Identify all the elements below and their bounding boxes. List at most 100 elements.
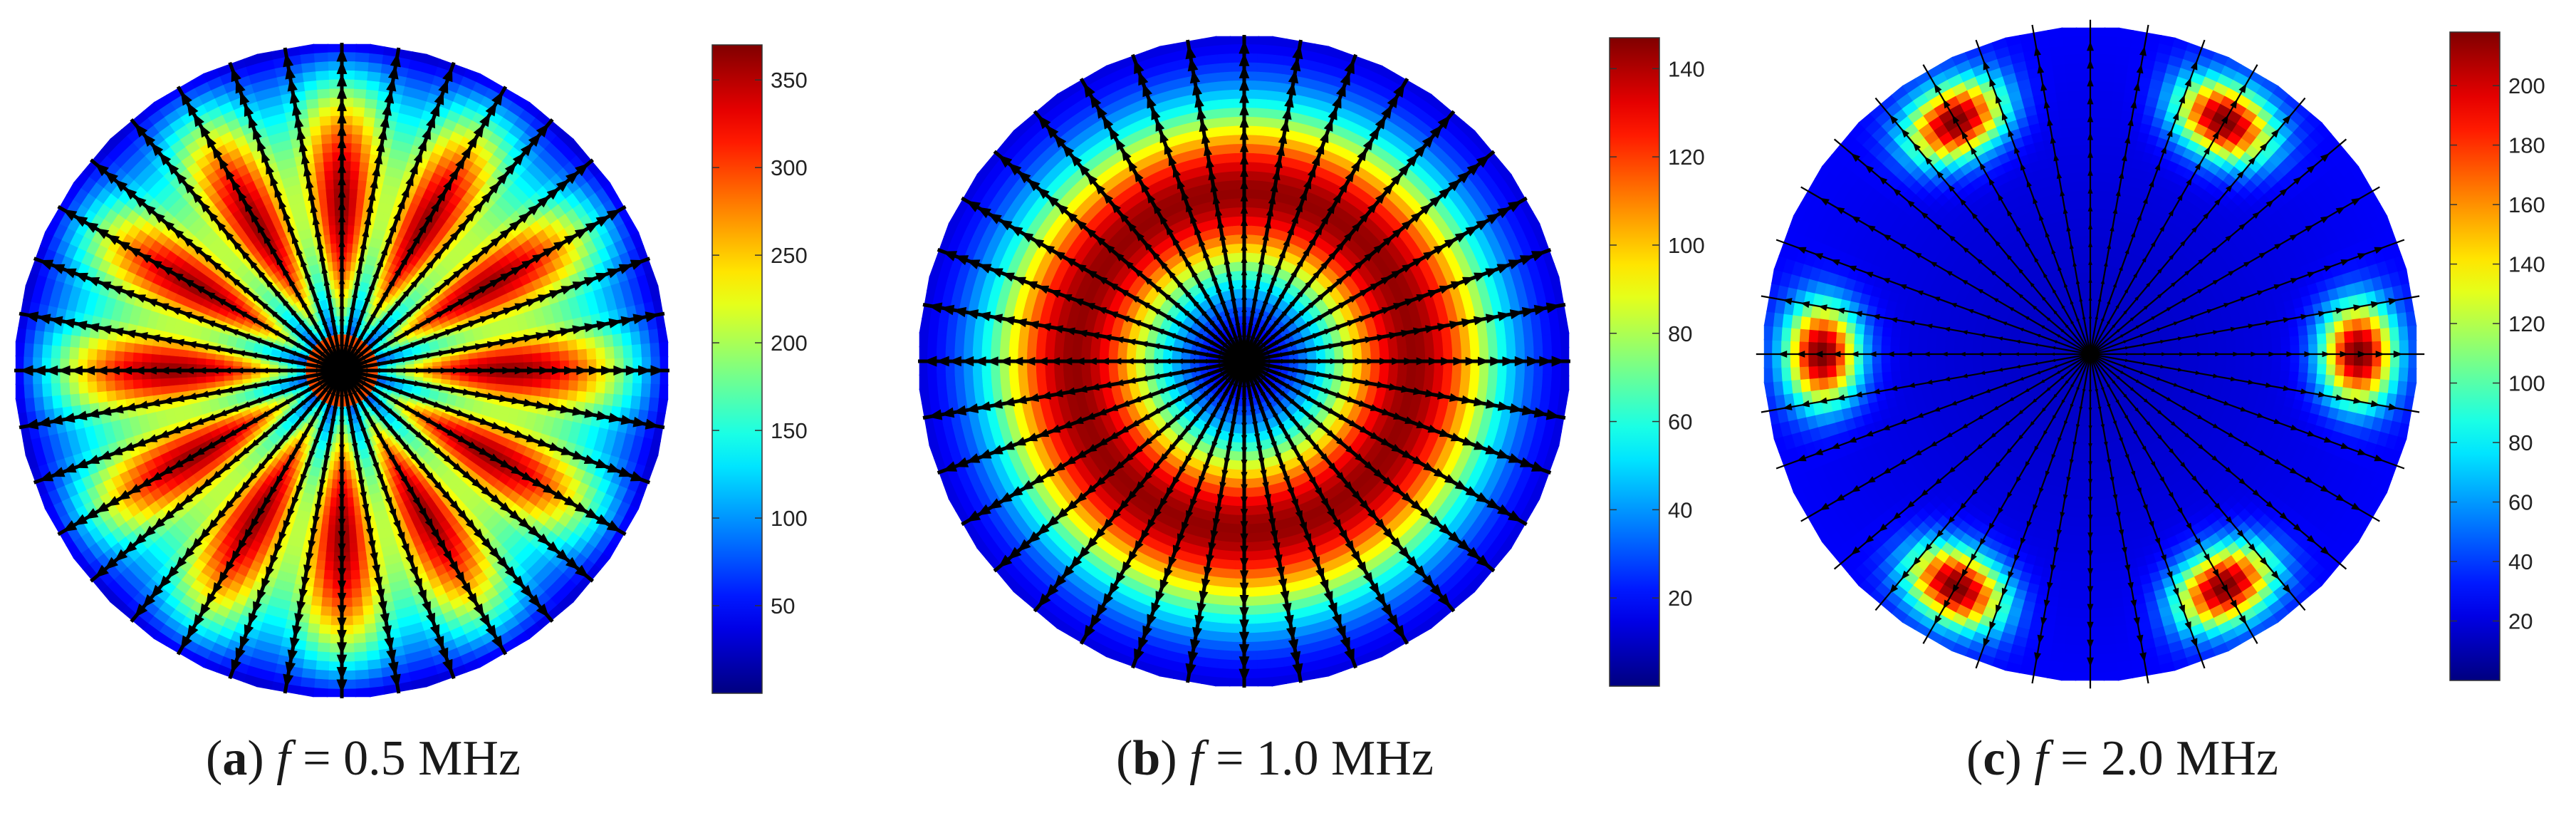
vector-arrow — [2259, 556, 2268, 566]
vector-arrow — [1311, 556, 1320, 569]
vector-arrow — [1323, 591, 1333, 604]
vector-arrow — [2087, 604, 2094, 613]
vector-arrow — [1196, 107, 1206, 120]
vector-arrow — [142, 594, 156, 609]
vector-arrow — [2087, 479, 2093, 485]
vector-arrow — [1362, 571, 1374, 585]
vector-arrow — [595, 458, 610, 469]
vector-arrow — [1336, 438, 1345, 446]
vector-arrow — [303, 564, 312, 576]
vector-arrow — [124, 187, 137, 200]
vector-arrow — [99, 406, 112, 416]
vector-arrow — [481, 191, 492, 203]
vector-arrow — [1178, 466, 1186, 476]
vector-arrow — [1134, 540, 1144, 552]
vector-arrow — [2212, 423, 2219, 429]
vector-arrow — [1239, 65, 1250, 78]
vector-arrow — [1143, 472, 1152, 482]
vector-arrow — [1818, 304, 1827, 311]
vector-arrow — [1120, 400, 1130, 407]
vector-arrow — [1085, 412, 1095, 420]
vector-arrow — [261, 380, 270, 387]
vector-arrow — [336, 60, 348, 74]
vector-arrow — [450, 386, 460, 393]
vector-arrow — [1292, 44, 1303, 60]
vector-arrow — [1887, 351, 1894, 357]
vector-arrow — [2273, 284, 2282, 290]
vector-arrow — [1531, 251, 1546, 262]
vector-arrow — [2103, 441, 2108, 447]
vector-arrow — [2060, 376, 2065, 380]
vector-arrow — [1907, 320, 1915, 326]
vector-arrow — [1217, 219, 1224, 229]
vector-arrow — [2212, 569, 2219, 578]
vector-arrow — [1317, 292, 1326, 301]
vector-arrow — [426, 259, 435, 269]
vector-arrow — [336, 654, 348, 668]
vector-arrow — [1401, 219, 1413, 231]
vector-arrow — [1272, 169, 1281, 180]
vector-arrow — [194, 447, 205, 456]
vector-arrow — [447, 304, 457, 312]
vector-arrow — [1127, 377, 1136, 384]
vector-arrow — [1219, 482, 1226, 492]
vector-arrow — [1208, 542, 1216, 554]
vector-arrow — [1264, 219, 1271, 229]
vector-arrow — [2061, 304, 2065, 309]
vector-arrow — [298, 589, 308, 601]
vector-arrow — [1214, 206, 1223, 217]
vector-arrow — [1531, 461, 1546, 472]
vector-arrow — [98, 450, 112, 460]
vector-arrow — [1941, 351, 1948, 357]
vector-arrow — [1241, 318, 1247, 325]
vector-arrow — [1274, 554, 1283, 566]
vector-arrow — [1182, 522, 1189, 533]
vector-arrow — [1201, 390, 1209, 398]
vector-arrow — [134, 294, 147, 303]
vector-arrow — [337, 111, 347, 124]
vector-arrow — [260, 323, 268, 330]
vector-arrow — [2213, 373, 2219, 378]
vector-arrow — [1217, 346, 1224, 351]
vector-arrow — [224, 348, 234, 355]
caption-a-letter: a — [222, 731, 248, 786]
vector-arrow — [415, 301, 424, 310]
vector-arrow — [436, 423, 446, 430]
vector-arrow — [222, 367, 231, 374]
vector-arrow — [2130, 599, 2137, 609]
vector-arrow — [389, 222, 397, 233]
vector-arrow — [1135, 481, 1144, 492]
vector-arrow — [2265, 320, 2273, 326]
vector-arrow — [172, 228, 184, 239]
vector-arrow — [180, 635, 192, 651]
vector-arrow — [1167, 383, 1177, 390]
vector-arrow — [117, 490, 130, 500]
vector-arrow — [1521, 405, 1536, 416]
colorbar-gradient-b — [1609, 37, 1660, 687]
vector-arrow — [256, 507, 265, 519]
vector-arrow — [1204, 566, 1213, 579]
vector-arrow — [2171, 281, 2177, 287]
vector-arrow — [338, 494, 345, 503]
vector-arrow — [374, 576, 383, 589]
vector-arrow — [321, 467, 328, 476]
vector-arrow — [1317, 314, 1326, 321]
vector-arrow — [296, 128, 306, 140]
vector-arrow — [2066, 477, 2071, 483]
vector-arrow — [413, 578, 422, 591]
vector-arrow — [1889, 584, 1899, 594]
vector-arrow — [205, 413, 216, 420]
vector-arrow — [485, 624, 497, 639]
vector-arrow — [528, 525, 541, 537]
vector-arrow — [429, 103, 440, 117]
vector-arrow — [261, 578, 271, 591]
vector-arrow — [2168, 492, 2174, 499]
caption-b: (b) f = 1.0 MHz — [1116, 731, 1434, 786]
vector-arrow — [2168, 209, 2174, 217]
vector-arrow — [1250, 332, 1255, 339]
vector-arrow — [31, 365, 46, 376]
vector-arrow — [1437, 115, 1451, 130]
vector-arrow — [1923, 351, 1930, 357]
vector-arrow — [211, 261, 221, 271]
vector-arrow — [1389, 383, 1399, 391]
